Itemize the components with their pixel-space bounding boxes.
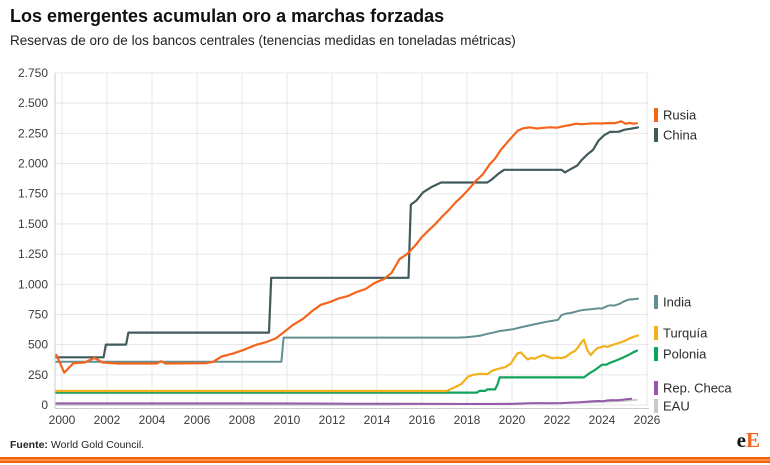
legend-label-eau: EAU — [663, 399, 690, 414]
y-tick-label: 1.750 — [18, 187, 48, 201]
legend-label-polonia: Polonia — [663, 347, 707, 362]
y-tick-label: 1.000 — [18, 277, 48, 291]
y-tick-label: 2.500 — [18, 96, 48, 110]
legend-swatch-eau — [654, 399, 658, 413]
page-subtitle: Reservas de oro de los bancos centrales … — [10, 33, 516, 48]
legend-swatch-rusia — [654, 108, 658, 122]
series-line-turquia — [55, 334, 640, 393]
x-tick-label: 2014 — [364, 413, 391, 427]
y-tick-label: 750 — [28, 307, 48, 321]
legend-label-rusia: Rusia — [663, 108, 697, 123]
y-tick-label: 500 — [28, 338, 48, 352]
x-tick-label: 2018 — [454, 413, 481, 427]
brand-bar — [0, 457, 770, 463]
gold-reserves-line-chart: 2000 2002 2004 2006 2008 2010 2012 2014 2016 2018… — [18, 66, 732, 427]
x-tick-label: 2004 — [139, 413, 166, 427]
eleconomista-logo: eE — [737, 429, 760, 451]
source-note: Fuente: World Gold Council. — [10, 439, 144, 451]
x-tick-label: 2002 — [94, 413, 121, 427]
legend-label-turquia: Turquía — [663, 326, 708, 341]
y-tick-label: 2.000 — [18, 157, 48, 171]
legend-swatch-china — [654, 128, 658, 142]
page-title: Los emergentes acumulan oro a marchas fo… — [10, 6, 445, 26]
source-text: World Gold Council. — [50, 439, 145, 451]
legend-label-india: India — [663, 295, 692, 310]
y-tick-label: 1.250 — [18, 247, 48, 261]
series-line-india — [55, 297, 639, 363]
logo-letter-E: E — [745, 428, 760, 452]
legend-swatch-polonia — [654, 347, 658, 361]
y-tick-label: 1.500 — [18, 217, 48, 231]
y-tick-label: 250 — [28, 368, 48, 382]
x-tick-label: 2008 — [229, 413, 256, 427]
series-line-polonia — [55, 349, 639, 394]
chart-header: Los emergentes acumulan oro a marchas fo… — [10, 6, 760, 48]
legend-swatch-rep-checa — [654, 381, 658, 395]
series-line-china — [55, 126, 640, 359]
y-tick-label: 0 — [41, 398, 48, 412]
legend-label-rep-checa: Rep. Checa — [663, 381, 732, 396]
x-tick-label: 2022 — [544, 413, 571, 427]
series-line-rusia — [55, 120, 639, 374]
x-tick-label: 2024 — [589, 413, 616, 427]
x-tick-label: 2006 — [184, 413, 211, 427]
x-tick-label: 2012 — [319, 413, 346, 427]
y-tick-label: 2.750 — [18, 66, 48, 80]
x-tick-label: 2010 — [274, 413, 301, 427]
x-tick-label: 2020 — [499, 413, 526, 427]
x-tick-label: 2016 — [409, 413, 436, 427]
y-tick-label: 2.250 — [18, 126, 48, 140]
legend-swatch-turquia — [654, 326, 658, 340]
legend-swatch-india — [654, 295, 658, 309]
legend-label-china: China — [663, 128, 698, 143]
source-label: Fuente: — [10, 439, 48, 451]
logo-letter-e: e — [736, 428, 746, 452]
series-line-rep-checa — [55, 397, 633, 405]
x-tick-label: 2000 — [49, 413, 76, 427]
x-tick-label: 2026 — [634, 413, 661, 427]
